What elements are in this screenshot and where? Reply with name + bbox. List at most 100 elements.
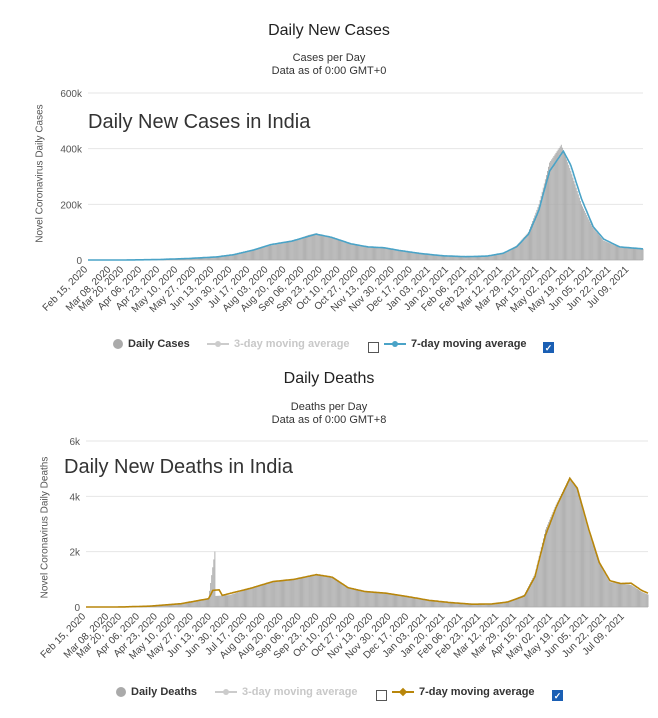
deaths-bar (416, 598, 418, 607)
deaths-bar (495, 603, 497, 607)
deaths-bar (196, 600, 198, 607)
cases-3day-checkbox[interactable] (368, 342, 379, 353)
cases-bar (410, 251, 412, 260)
legend-deaths-7day-label: 7-day moving average (419, 686, 535, 698)
deaths-bar (485, 604, 487, 607)
deaths-bar (212, 567, 214, 607)
cases-bar (348, 243, 350, 260)
legend-deaths-3day-ma[interactable]: 3-day moving average (215, 686, 358, 698)
cases-7day-checkbox[interactable]: ✓ (543, 342, 554, 353)
cases-bar (504, 252, 506, 260)
deaths-bar (366, 591, 368, 607)
cases-bar (347, 242, 349, 260)
cases-bar (194, 258, 196, 260)
cases-bar (592, 227, 594, 260)
deaths-bar (471, 604, 473, 607)
deaths-bar (620, 583, 621, 607)
cases-bar (419, 253, 421, 260)
cases-bar (395, 249, 397, 260)
deaths-bar (367, 591, 369, 607)
cases-bar (603, 240, 605, 260)
deaths-bar (394, 594, 395, 607)
cases-bar (496, 254, 498, 260)
deaths-bar (559, 496, 561, 607)
cases-bar (572, 177, 574, 260)
cases-bar (617, 246, 618, 260)
deaths-chart-title: Daily Deaths (283, 370, 375, 387)
cases-bar (508, 249, 510, 260)
deaths-bar (289, 579, 291, 607)
legend-daily-deaths[interactable]: Daily Deaths (116, 686, 197, 698)
deaths-bar (273, 581, 275, 607)
deaths-bar (192, 601, 194, 607)
legend-cases-3day-ma[interactable]: 3-day moving average (207, 338, 350, 350)
cases-bar (536, 209, 538, 260)
deaths-bar (304, 577, 306, 607)
deaths-bar (336, 580, 338, 607)
legend-cases-7day-ma[interactable]: 7-day moving average (384, 338, 527, 350)
cases-bar (404, 251, 406, 260)
legend-daily-deaths-label: Daily Deaths (131, 686, 198, 698)
cases-bar (232, 254, 234, 260)
deaths-bar (570, 478, 572, 607)
cases-bar (248, 250, 250, 260)
deaths-bar (612, 582, 614, 607)
deaths-bar (578, 495, 580, 607)
legend-daily-cases[interactable]: Daily Cases (113, 338, 190, 350)
deaths-bar (333, 578, 335, 607)
deaths-bar (349, 588, 351, 607)
deaths-bar (610, 582, 612, 607)
cases-bar (247, 250, 249, 260)
deaths-3day-checkbox[interactable] (376, 690, 387, 701)
cases-bar (581, 204, 582, 260)
deaths-bar (408, 596, 410, 607)
deaths-bar (437, 601, 439, 607)
deaths-bar (622, 583, 624, 607)
cases-bar (475, 256, 477, 260)
deaths-bar (193, 601, 195, 607)
deaths-bar (255, 586, 257, 607)
deaths-bar (326, 576, 328, 607)
deaths-bar (358, 590, 359, 607)
deaths-bar (292, 579, 294, 607)
cases-bar (460, 256, 461, 260)
cases-bar (336, 239, 338, 260)
cases-bar (522, 238, 524, 260)
deaths-bar (376, 592, 377, 607)
cases-bar (394, 249, 396, 260)
legend-daily-cases-label: Daily Cases (128, 338, 190, 350)
deaths-bar (604, 572, 606, 607)
cases-bar (601, 238, 603, 260)
cases-bar (242, 252, 244, 260)
deaths-bar (316, 575, 318, 607)
deaths-bar (504, 602, 506, 607)
deaths-legend: Daily Deaths 3-day moving average 7-day … (0, 686, 658, 704)
deaths-bar (436, 601, 438, 607)
deaths-bar (475, 604, 477, 607)
deaths-bar (173, 604, 175, 607)
legend-deaths-7day-ma[interactable]: 7-day moving average (392, 686, 535, 698)
cases-bar (552, 157, 554, 260)
deaths-bar (204, 599, 206, 607)
deaths-bar (234, 593, 236, 607)
cases-bar (281, 243, 283, 260)
cases-bar (621, 247, 623, 260)
cases-bar (252, 249, 253, 260)
deaths-bar (484, 604, 486, 607)
cases-bar (271, 245, 273, 260)
deaths-bar (315, 575, 317, 607)
cases-bar (301, 237, 303, 260)
deaths-bar (350, 588, 352, 607)
cases-bar (567, 162, 569, 260)
cases-bar (594, 230, 596, 260)
deaths-bar (403, 595, 405, 607)
deaths-bar (306, 576, 308, 607)
cases-bar (412, 252, 414, 260)
cases-bar (554, 154, 556, 260)
cases-bar (200, 257, 201, 260)
cases-bar (450, 256, 452, 260)
deaths-7day-checkbox[interactable]: ✓ (552, 690, 563, 701)
deaths-bars (86, 476, 649, 607)
deaths-bar (341, 583, 343, 607)
